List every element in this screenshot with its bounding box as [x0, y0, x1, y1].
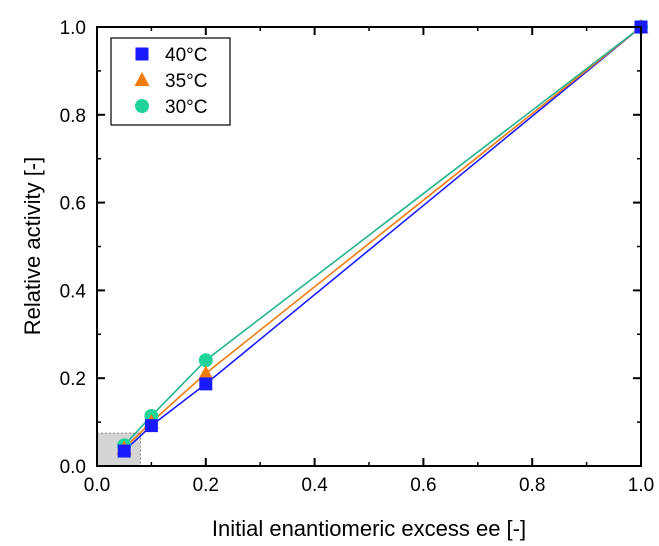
y-tick-label: 0.2 [60, 369, 86, 390]
axes [96, 26, 642, 467]
series-markers [116, 19, 649, 458]
y-tick-label: 0.0 [60, 457, 86, 478]
legend-label-0: 40°C [165, 45, 207, 66]
data-point-2-2 [198, 353, 213, 368]
series-line-2 [123, 26, 642, 446]
y-axis-title: Relative activity [-] [20, 157, 45, 336]
x-tick-label: 0.4 [301, 475, 328, 496]
legend-box [110, 37, 231, 126]
y-tick-label: 0.6 [60, 194, 86, 215]
data-point-0-1 [144, 419, 158, 433]
legend-label-1: 35°C [165, 71, 207, 92]
tick-labels: 0.00.0 0.2 0.2 0.4 0.4 0.6 0.6 0.8 0.8 1.0 1.0 [60, 18, 655, 496]
data-point-1-2 [198, 365, 214, 380]
y-tick-label: 1.0 [60, 18, 86, 39]
x-tick-label: 0.8 [519, 475, 545, 496]
x-tick-label: 0.0 [84, 475, 110, 496]
series-line-1 [123, 26, 642, 450]
x-tick-label: 0.6 [410, 475, 436, 496]
y-tick-label: 0.8 [60, 106, 86, 127]
x-axis-title: Initial enantiomeric excess ee [-] [212, 516, 526, 541]
data-point-0-2 [199, 377, 213, 391]
data-point-0-0 [117, 444, 131, 458]
series-line-0 [123, 26, 642, 452]
x-tick-label: 1.0 [628, 475, 654, 496]
legend-marker-1 [134, 72, 150, 86]
series-lines [123, 26, 642, 452]
legend-marker-2 [135, 99, 149, 113]
legend: 40°C 35°C 30°C [110, 37, 231, 126]
legend-label-2: 30°C [165, 97, 207, 118]
x-tick-label: 0.2 [193, 475, 219, 496]
y-tick-label: 0.4 [60, 281, 87, 302]
legend-marker-0 [135, 47, 149, 61]
